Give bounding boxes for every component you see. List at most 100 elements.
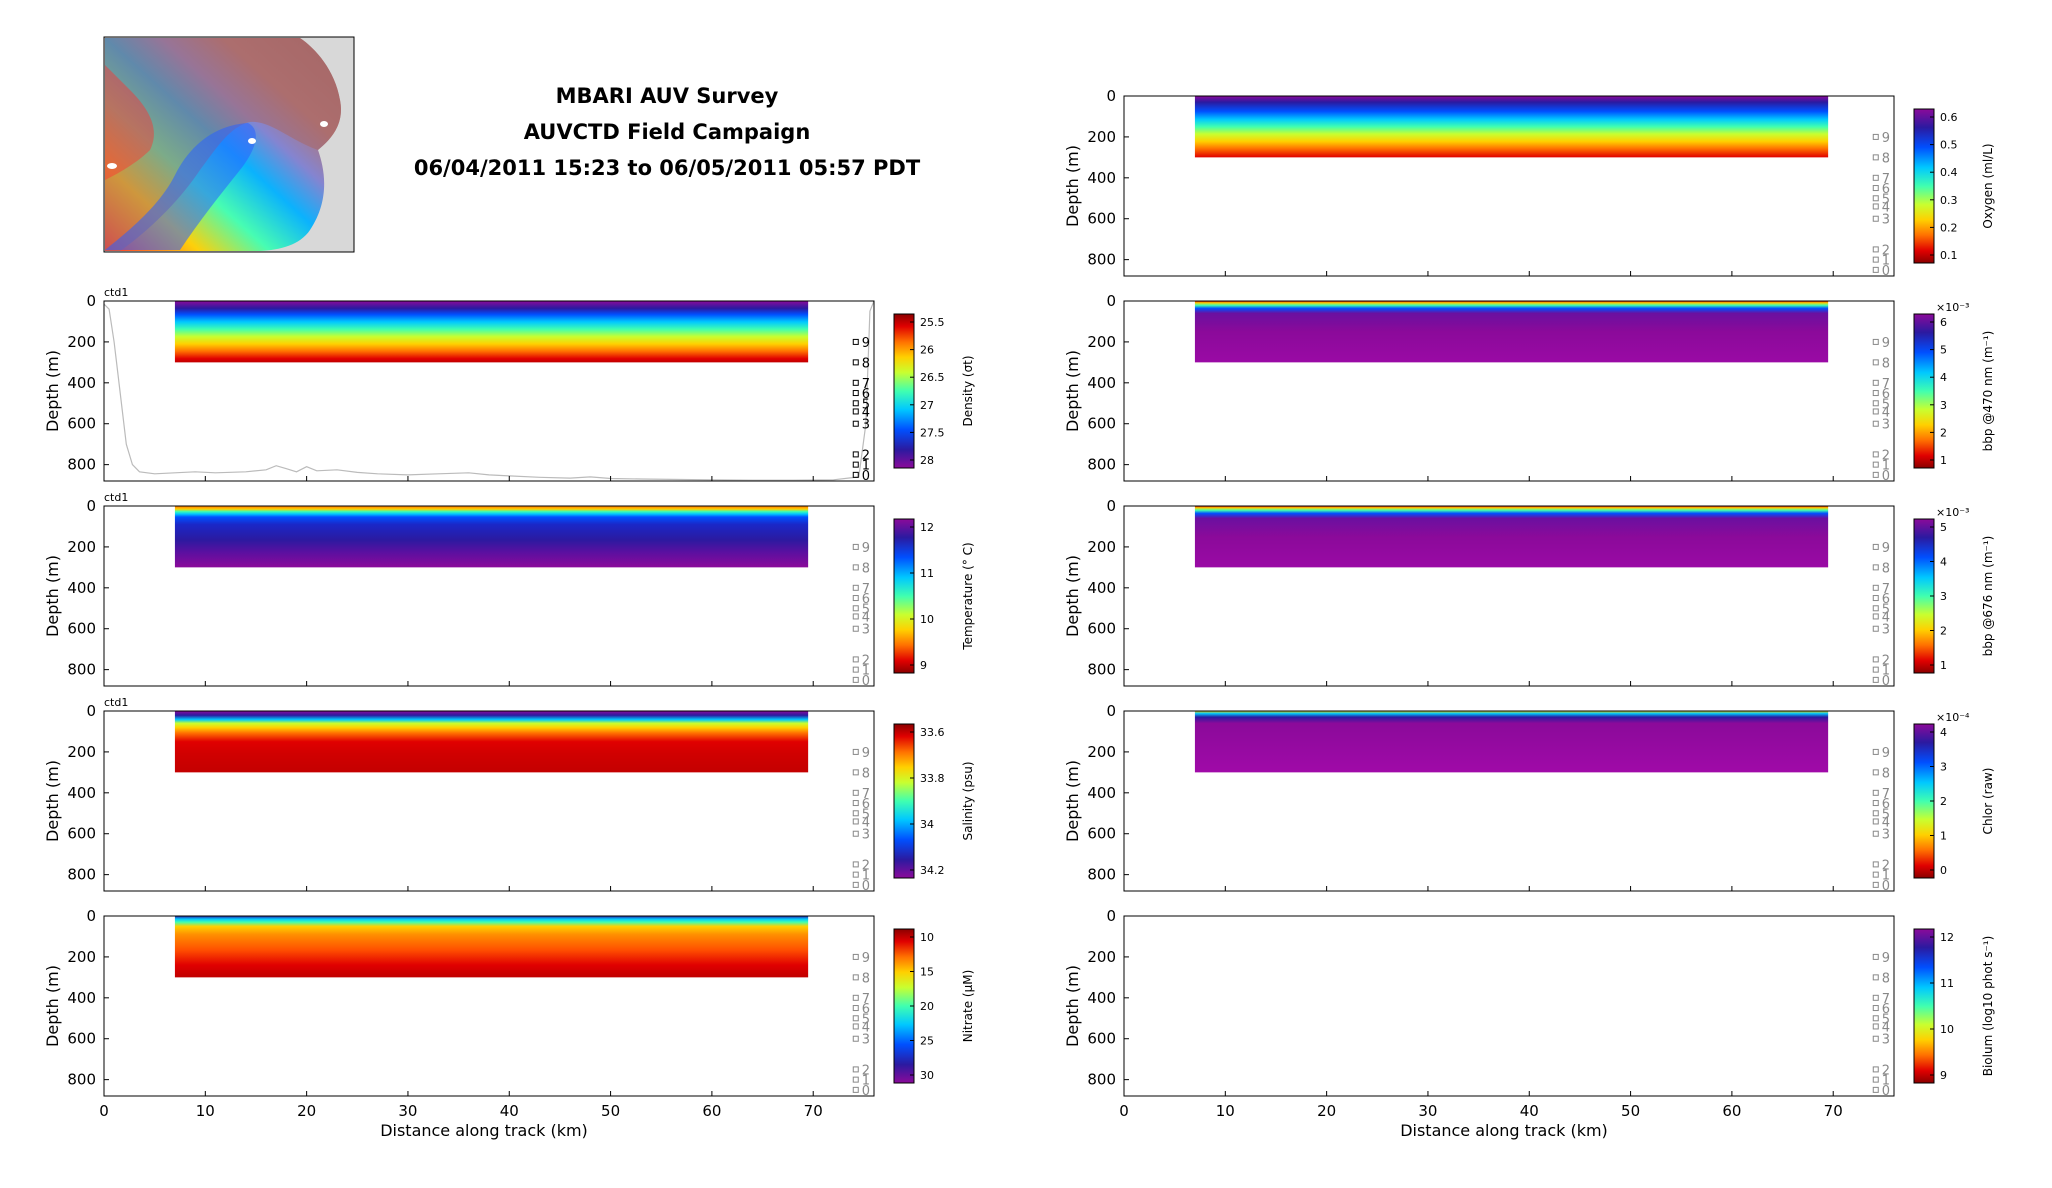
station-marker [1872, 810, 1879, 817]
station-marker [852, 625, 859, 632]
x-tick-label: 60 [702, 1102, 721, 1120]
station-marker [1872, 1005, 1879, 1012]
station-label: 3 [1882, 1033, 1890, 1048]
station-label: 9 [862, 336, 870, 351]
colorbar-tick-label: 9 [920, 659, 927, 672]
y-tick-label: 0 [1106, 497, 1116, 515]
station-marker [852, 789, 859, 796]
x-tick-label: 70 [1824, 1102, 1843, 1120]
y-tick-label: 0 [86, 497, 96, 515]
colorbar-tick-label: 1 [1940, 454, 1947, 467]
x-axis-label: Distance along track (km) [1400, 1121, 1608, 1140]
colorbar-tick-label: 28 [920, 454, 934, 467]
station-label: 7 [862, 992, 870, 1007]
station-marker [1872, 953, 1879, 960]
station-marker [1872, 390, 1879, 397]
y-tick-label: 600 [1087, 210, 1116, 228]
station-marker [1872, 613, 1879, 620]
colorbar-label: Density (σt) [961, 355, 975, 426]
station-label: 0 [862, 1084, 870, 1099]
y-tick-label: 800 [1087, 866, 1116, 884]
station-marker [852, 818, 859, 825]
station-label: 8 [862, 766, 870, 781]
station-label: 9 [1882, 131, 1890, 146]
station-label: 1 [1882, 459, 1890, 474]
station-label: 5 [862, 1012, 870, 1027]
station-marker [1872, 195, 1879, 202]
station-label: 3 [1882, 828, 1890, 843]
station-marker [852, 461, 859, 468]
station-label: 9 [1882, 541, 1890, 556]
colorbar-tick-label: 30 [920, 1069, 934, 1082]
station-label: 6 [862, 797, 870, 812]
station-label: 7 [862, 787, 870, 802]
data-field [1194, 506, 1829, 568]
y-axis-label: Depth (m) [1063, 145, 1082, 227]
station-label: 3 [1882, 213, 1890, 228]
station-label: 8 [862, 971, 870, 986]
colorbar-tick-label: 0.3 [1940, 194, 1958, 207]
data-field [174, 711, 809, 773]
station-marker [1872, 1086, 1879, 1093]
station-label: 1 [1882, 254, 1890, 269]
y-tick-label: 800 [1087, 1071, 1116, 1089]
y-tick-label: 800 [67, 456, 96, 474]
station-marker [852, 1035, 859, 1042]
data-field [1194, 96, 1829, 158]
station-label: 6 [862, 387, 870, 402]
station-label: 2 [1882, 448, 1890, 463]
colorbar-tick-label: 34 [920, 818, 934, 831]
panel-tag: ctd1 [104, 491, 128, 504]
station-marker [852, 408, 859, 415]
station-marker [852, 420, 859, 427]
y-tick-label: 600 [67, 415, 96, 433]
axes-frame [103, 505, 875, 687]
y-tick-label: 800 [67, 1071, 96, 1089]
station-marker [852, 800, 859, 807]
station-marker [1872, 974, 1879, 981]
station-marker [1872, 830, 1879, 837]
station-label: 9 [1882, 951, 1890, 966]
station-label: 9 [862, 541, 870, 556]
y-tick-label: 0 [86, 702, 96, 720]
colorbar-tick-label: 0.2 [1940, 221, 1958, 234]
station-marker [852, 543, 859, 550]
station-marker [1872, 246, 1879, 253]
colorbar [1913, 928, 1935, 1084]
station-marker [852, 379, 859, 386]
station-label: 1 [1882, 869, 1890, 884]
station-label: 0 [862, 879, 870, 894]
station-marker [1872, 1035, 1879, 1042]
station-label: 6 [1882, 1002, 1890, 1017]
station-marker [1872, 420, 1879, 427]
station-marker [1872, 769, 1879, 776]
station-marker [852, 974, 859, 981]
y-tick-label: 400 [1087, 374, 1116, 392]
station-marker [852, 1015, 859, 1022]
station-marker [1872, 584, 1879, 591]
y-tick-label: 400 [67, 374, 96, 392]
bathymetry-line [103, 300, 875, 481]
y-tick-label: 600 [1087, 415, 1116, 433]
station-marker [852, 400, 859, 407]
station-marker [1872, 203, 1879, 210]
station-marker [852, 666, 859, 673]
station-marker [852, 861, 859, 868]
station-label: 3 [862, 418, 870, 433]
station-label: 2 [862, 653, 870, 668]
colorbar [1913, 313, 1935, 469]
station-marker [852, 871, 859, 878]
colorbar-label: bbp @470 nm (m⁻¹) [1981, 331, 1995, 452]
station-marker [852, 810, 859, 817]
colorbar-label: Biolum (log10 phot s⁻¹) [1981, 936, 1995, 1077]
x-tick-label: 10 [1216, 1102, 1235, 1120]
station-label: 0 [1882, 469, 1890, 484]
y-tick-label: 0 [1106, 87, 1116, 105]
y-tick-label: 200 [67, 743, 96, 761]
station-label: 2 [1882, 653, 1890, 668]
